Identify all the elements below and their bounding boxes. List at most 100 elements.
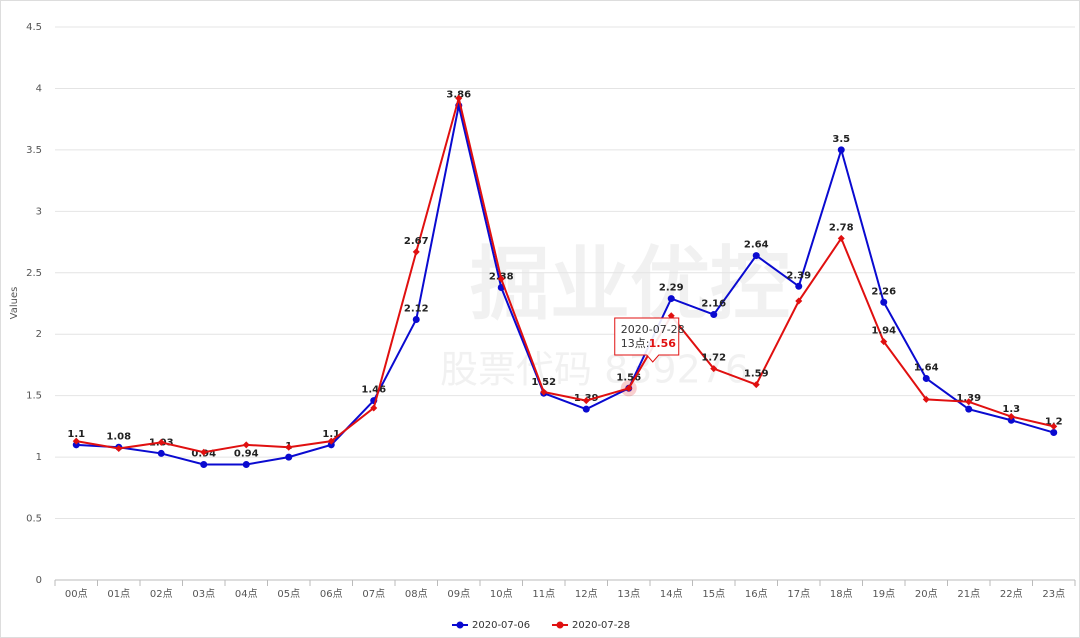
value-label: 1.64 xyxy=(914,362,939,373)
x-tick-label: 04点 xyxy=(235,588,258,600)
point xyxy=(115,445,123,453)
point xyxy=(1007,413,1015,421)
point xyxy=(837,146,845,154)
legend-marker xyxy=(556,621,564,629)
x-tick-label: 06点 xyxy=(320,588,343,600)
point xyxy=(72,441,80,449)
hover-halo xyxy=(620,380,637,397)
y-tick-label: 3 xyxy=(36,206,42,217)
value-label: 2.26 xyxy=(871,286,896,297)
point xyxy=(710,365,718,373)
value-label: 1.52 xyxy=(531,377,556,388)
point xyxy=(667,295,675,303)
point xyxy=(710,311,718,319)
point xyxy=(285,453,293,461)
x-tick-label: 09点 xyxy=(447,588,470,600)
point xyxy=(625,384,633,392)
point xyxy=(540,388,548,396)
point xyxy=(157,449,165,457)
point xyxy=(412,315,420,323)
x-tick-label: 11点 xyxy=(532,588,555,600)
y-tick-label: 0.5 xyxy=(26,514,42,525)
watermark: 股票代码 839276 xyxy=(440,348,749,392)
value-label: 3.5 xyxy=(832,134,850,145)
point xyxy=(455,94,463,102)
x-tick-label: 17点 xyxy=(787,588,810,600)
x-tick-label: 19点 xyxy=(872,588,895,600)
y-tick-label: 2.5 xyxy=(26,268,42,279)
value-label: 1.94 xyxy=(871,326,896,337)
point xyxy=(880,298,888,306)
y-tick-label: 0 xyxy=(36,575,42,586)
point xyxy=(1007,416,1015,424)
point xyxy=(200,460,208,468)
value-label: 1.72 xyxy=(701,353,726,364)
point xyxy=(965,398,973,406)
x-tick-label: 14点 xyxy=(660,588,683,600)
tooltip-value: 1.56 xyxy=(649,337,676,350)
x-tick-label: 18点 xyxy=(830,588,853,600)
point xyxy=(327,441,335,449)
point xyxy=(880,338,888,346)
value-label: 1.59 xyxy=(744,369,769,380)
x-tick-label: 23点 xyxy=(1042,588,1065,600)
point xyxy=(1050,429,1058,437)
tooltip-box xyxy=(614,317,680,363)
point xyxy=(752,252,760,260)
point xyxy=(582,405,590,413)
point xyxy=(242,460,250,468)
x-tick-label: 16点 xyxy=(745,588,768,600)
value-label: 2.64 xyxy=(744,240,769,251)
point xyxy=(795,282,803,290)
y-tick-label: 1.5 xyxy=(26,391,42,402)
point xyxy=(327,437,335,445)
y-tick-label: 3.5 xyxy=(26,145,42,156)
legend-label: 2020-07-06 xyxy=(472,620,530,631)
point xyxy=(242,441,250,449)
point xyxy=(837,234,845,242)
y-tick-label: 4.5 xyxy=(26,22,42,33)
point xyxy=(752,381,760,389)
value-label: 1.1 xyxy=(67,429,85,440)
value-label: 2.78 xyxy=(829,222,854,233)
y-tick-label: 4 xyxy=(36,83,42,94)
series-line xyxy=(76,98,1054,454)
point xyxy=(497,275,505,283)
value-label: 1.08 xyxy=(106,431,131,442)
y-tick-label: 2 xyxy=(36,329,42,340)
y-tick-label: 1 xyxy=(36,452,42,463)
x-tick-label: 01点 xyxy=(107,588,130,600)
value-label: 2.16 xyxy=(701,299,726,310)
y-axis-label: Values xyxy=(9,287,20,320)
point xyxy=(285,443,293,451)
x-tick-label: 22点 xyxy=(1000,588,1023,600)
value-label: 2.67 xyxy=(404,236,429,247)
watermark: 掘业优控 xyxy=(470,238,790,331)
point xyxy=(1050,422,1058,430)
x-tick-label: 13点 xyxy=(617,588,640,600)
x-tick-label: 20点 xyxy=(915,588,938,600)
x-tick-label: 10点 xyxy=(490,588,513,600)
x-tick-label: 05点 xyxy=(277,588,300,600)
x-tick-label: 00点 xyxy=(65,588,88,600)
legend-marker xyxy=(456,621,464,629)
series-line xyxy=(76,105,1055,466)
value-label: 2.12 xyxy=(404,303,429,314)
tooltip-text: 13点: xyxy=(621,337,650,350)
x-tick-label: 21点 xyxy=(957,588,980,600)
x-tick-label: 15点 xyxy=(702,588,725,600)
value-label: 1.1 xyxy=(322,429,340,440)
point xyxy=(200,448,208,456)
x-tick-label: 08点 xyxy=(405,588,428,600)
x-tick-label: 12点 xyxy=(575,588,598,600)
value-label: 1.46 xyxy=(361,385,386,396)
point xyxy=(795,297,803,305)
legend-label: 2020-07-28 xyxy=(572,620,630,631)
point xyxy=(157,438,165,446)
x-tick-label: 07点 xyxy=(362,588,385,600)
value-label: 2.39 xyxy=(786,270,811,281)
point xyxy=(72,437,80,445)
point xyxy=(370,404,378,412)
